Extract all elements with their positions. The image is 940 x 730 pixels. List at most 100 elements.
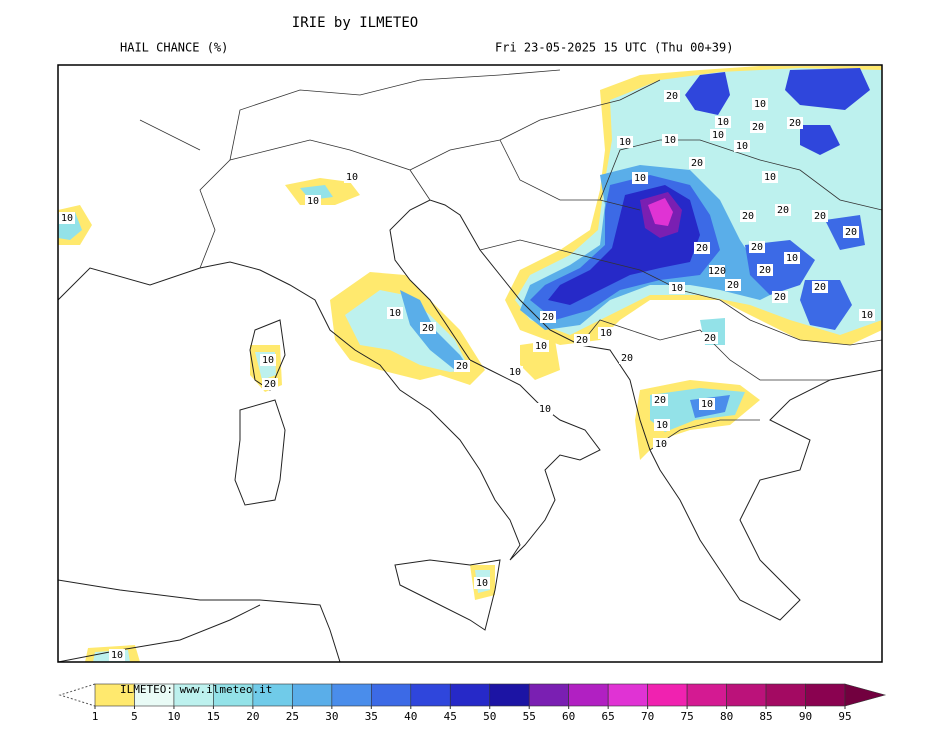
colorbar-tick-label: 20 [246, 710, 259, 723]
contour-label: 10 [717, 117, 729, 128]
contour-label-bg [654, 419, 670, 431]
colorbar-tick-label: 55 [523, 710, 536, 723]
contour-label: 10 [307, 196, 319, 207]
contour-label: 20 [845, 227, 857, 238]
contour-label: 20 [654, 395, 666, 406]
contour-label: 20 [542, 312, 554, 323]
contour-label-bg [305, 195, 321, 207]
map: 10 10 10 10 10 20 20 10 10 10 10 20 10 20 10 10 10 20 10 10… [58, 65, 882, 662]
colorbar-tick-label: 5 [131, 710, 138, 723]
contour-label: 10 [664, 135, 676, 146]
contour-label: 20 [727, 280, 739, 291]
colorbar-bin [686, 683, 727, 707]
colorbar-tick-label: 40 [404, 710, 417, 723]
contour-label-bg [787, 117, 803, 129]
contour-label: 10 [476, 578, 488, 589]
contour-label: 20 [751, 242, 763, 253]
contour-label-bg [474, 577, 490, 589]
contour-label: 20 [456, 361, 468, 372]
colorbar-tick-label: 90 [799, 710, 812, 723]
colorbar-tick-label: 45 [444, 710, 457, 723]
contour-label: 20 [759, 265, 771, 276]
contour-label: 20 [422, 323, 434, 334]
contour-label-bg [859, 309, 875, 321]
hail-areas [58, 66, 882, 662]
contour-label: 10 [701, 399, 713, 410]
contour-label: 20 [814, 282, 826, 293]
colorbar-bin [607, 683, 648, 707]
colorbar-tick-label: 80 [720, 710, 733, 723]
colorbar-tick-label: 30 [325, 710, 338, 723]
colorbar-tick-label: 10 [167, 710, 180, 723]
contour-label-bg [749, 241, 765, 253]
contour-label-bg [344, 171, 360, 183]
field-label: HAIL CHANCE (%) [120, 41, 228, 55]
contour-label-bg [598, 327, 614, 339]
contour-label: 10 [671, 283, 683, 294]
colorbar-bin [765, 683, 806, 707]
colorbar-under-arrow [58, 683, 96, 707]
colorbar-tick-label: 85 [759, 710, 772, 723]
contour-label-bg [537, 403, 553, 415]
colorbar-tick-label: 15 [207, 710, 220, 723]
contour-label: 20 [696, 243, 708, 254]
contour-label-bg [725, 279, 741, 291]
map-frame [57, 64, 883, 663]
colorbar-tick-label: 25 [286, 710, 299, 723]
colorbar-bin [568, 683, 609, 707]
contour-label-bg [652, 394, 668, 406]
contour-label: 20 [752, 122, 764, 133]
colorbar-tick-label: 65 [602, 710, 615, 723]
contour-label-bg [653, 438, 669, 450]
contour-label: 10 [655, 439, 667, 450]
contour-label-bg [662, 134, 678, 146]
contour-label: 10 [389, 308, 401, 319]
colorbar-bin [647, 683, 688, 707]
contour-label: 10 [656, 420, 668, 431]
contour-label-bg [702, 332, 718, 344]
contour-label-bg [699, 398, 715, 410]
colorbar-tick-label: 70 [641, 710, 654, 723]
valid-time: Fri 23-05-2025 15 UTC (Thu 00+39) [495, 41, 733, 55]
contour-label-bg [59, 212, 75, 224]
contour-label-bg [775, 204, 791, 216]
contour-label-bg [669, 282, 685, 294]
coastlines [58, 199, 882, 662]
colorbar-bin [292, 683, 333, 707]
contour-label: 10 [509, 367, 521, 378]
colorbar-tick-label: 60 [562, 710, 575, 723]
colorbar-tick-label: 1 [92, 710, 99, 723]
contour-label-bg [715, 116, 731, 128]
colorbar-bin [410, 683, 451, 707]
contour-label: 10 [600, 328, 612, 339]
contour-label-bg [694, 242, 710, 254]
contour-label-bg [784, 252, 800, 264]
contour-label-bg [710, 129, 726, 141]
colorbar-tick-label: 75 [680, 710, 693, 723]
contour-label-bg [843, 226, 859, 238]
colorbar-bin [371, 683, 412, 707]
contour-label-bg [109, 649, 125, 661]
contour-label: 10 [634, 173, 646, 184]
contour-label: 20 [777, 205, 789, 216]
colorbar-bin [726, 683, 767, 707]
contour-label: 20 [621, 353, 633, 364]
colorbar-bin [528, 683, 569, 707]
contour-label: 10 [262, 355, 274, 366]
contour-label: 10 [764, 172, 776, 183]
contour-label: 20 [666, 91, 678, 102]
contour-label: 10 [346, 172, 358, 183]
contour-label: 10 [61, 213, 73, 224]
contour-label-bg [740, 210, 756, 222]
contour-label: 20 [691, 158, 703, 169]
contour-label-bg [750, 121, 766, 133]
contour-label-bg [709, 265, 725, 277]
contour-label: 10 [712, 130, 724, 141]
contour-label-bg [664, 90, 680, 102]
colorbar-bin [449, 683, 491, 707]
contour-label: 20 [576, 335, 588, 346]
colorbar-bin [805, 683, 846, 707]
contour-label-bg [533, 340, 549, 352]
contour-label: 20 [264, 379, 276, 390]
